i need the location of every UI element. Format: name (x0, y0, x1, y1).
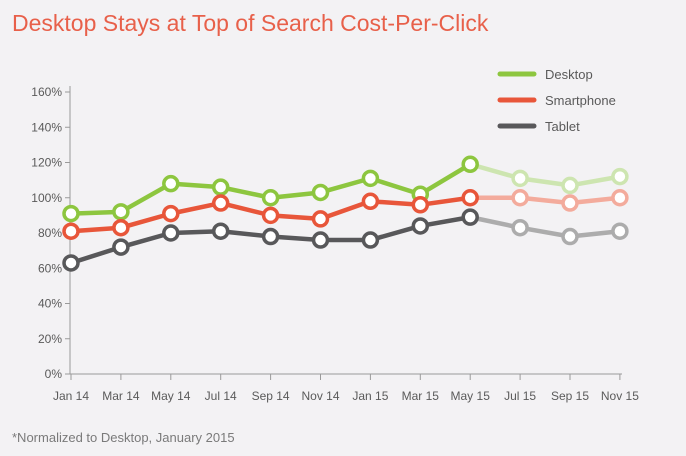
tablet-data-point (461, 208, 479, 226)
desktop-data-point (211, 178, 230, 196)
desktop-data-point (62, 204, 80, 223)
y-tick-label: 60% (38, 261, 62, 275)
smartphone-data-point (112, 218, 130, 237)
smartphone-data-point (62, 222, 80, 240)
tablet-data-point (211, 222, 230, 240)
desktop-data-point (261, 189, 280, 207)
smartphone-data-point (162, 204, 180, 223)
desktop-data-point (461, 155, 479, 174)
y-tick-label: 120% (31, 156, 62, 170)
y-tick-label: 160% (31, 85, 62, 99)
smartphone-data-point (311, 210, 330, 228)
smartphone-forecast-line (467, 195, 623, 206)
x-tick-label: Jan 15 (352, 389, 388, 403)
y-tick-label: 20% (38, 332, 62, 346)
desktop-data-point (561, 176, 579, 195)
y-tick-label: 140% (31, 120, 62, 134)
x-tick-label: Nov 14 (301, 389, 339, 403)
chart-footnote: *Normalized to Desktop, January 2015 (12, 430, 235, 445)
tablet-data-point (561, 227, 579, 246)
smartphone-legend-label: Smartphone (545, 93, 616, 108)
x-tick-label: May 15 (451, 389, 491, 403)
desktop-legend-label: Desktop (545, 67, 593, 82)
tablet-data-point (361, 231, 380, 249)
tablet-data-point (411, 217, 430, 235)
smartphone-data-point (561, 194, 579, 212)
desktop-data-point (311, 183, 330, 202)
x-tick-label: Mar 14 (102, 389, 140, 403)
smartphone-data-point (261, 206, 280, 225)
tablet-data-point (311, 231, 330, 249)
smartphone-data-point (211, 194, 230, 212)
x-tick-label: Jan 14 (53, 389, 89, 403)
x-tick-label: Mar 15 (402, 389, 440, 403)
smartphone-data-point (611, 189, 629, 207)
chart-legend: Desktop Smartphone Tablet (497, 67, 616, 134)
y-tick-label: 100% (31, 191, 62, 205)
chart-axes: 0% 20% 40% 60% 80% 100% 120% 140% 160% Jan 14 Mar … (31, 85, 639, 403)
x-tick-label: May 14 (151, 389, 191, 403)
tablet-data-point (511, 218, 529, 237)
desktop-data-point (611, 167, 629, 186)
tablet-data-point (62, 254, 80, 272)
tablet-data-point (261, 227, 280, 246)
desktop-data-point (112, 203, 130, 221)
y-tick-label: 0% (45, 367, 63, 381)
smartphone-data-point (361, 192, 380, 211)
smartphone-data-point (411, 196, 430, 214)
x-tick-label: Sep 14 (252, 389, 290, 403)
y-tick-label: 40% (38, 297, 62, 311)
desktop-data-point (511, 169, 529, 188)
smartphone-data-point (511, 189, 529, 207)
tablet-data-point (611, 222, 629, 240)
tablet-forecast-line (467, 214, 623, 239)
tablet-data-point (162, 224, 180, 242)
tablet-data-point (112, 238, 130, 256)
desktop-data-point (162, 174, 180, 193)
chart-series-points (62, 155, 629, 272)
desktop-data-point (361, 169, 380, 188)
smartphone-data-point (461, 189, 479, 207)
desktop-forecast-line (467, 162, 623, 188)
x-tick-label: Jul 14 (205, 389, 237, 403)
y-tick-label: 80% (38, 226, 62, 240)
x-tick-label: Sep 15 (551, 389, 589, 403)
tablet-legend-label: Tablet (545, 119, 580, 134)
chart-series-lines (68, 162, 623, 266)
x-tick-label: Nov 15 (601, 389, 639, 403)
x-tick-label: Jul 15 (504, 389, 536, 403)
chart-title: Desktop Stays at Top of Search Cost-Per-… (12, 10, 489, 36)
